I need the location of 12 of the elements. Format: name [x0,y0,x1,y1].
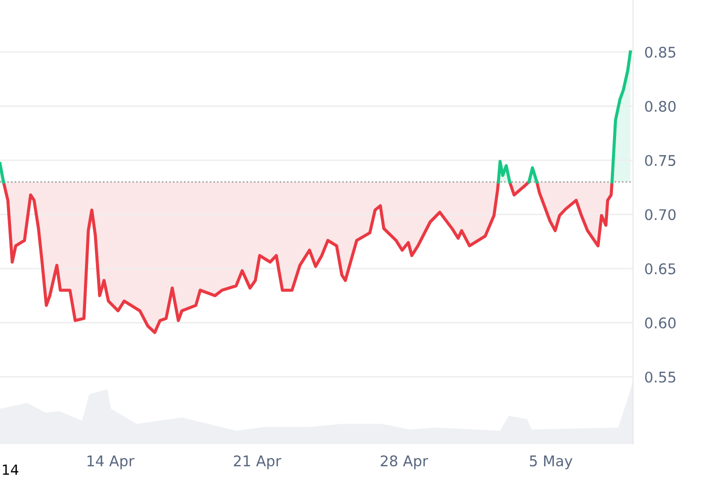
x-tick-label: 14 Apr [88,456,134,470]
y-tick-label: 0.75 [645,154,676,166]
y-tick-label: 0.65 [645,263,676,274]
x-tick-label: 21 Apr [234,455,282,470]
y-tick-label: 0.85 [645,46,676,58]
y-tick-label: 0.55 [645,372,676,383]
y-tick-label: 0.80 [645,100,676,112]
y-tick-label: 0.70 [645,209,676,220]
x-tick-label: 28 Apr [380,455,428,470]
y-tick-label: 0.60 [645,317,676,328]
text: 14 [2,464,18,475]
x-tick-label: 5 May [530,456,572,470]
